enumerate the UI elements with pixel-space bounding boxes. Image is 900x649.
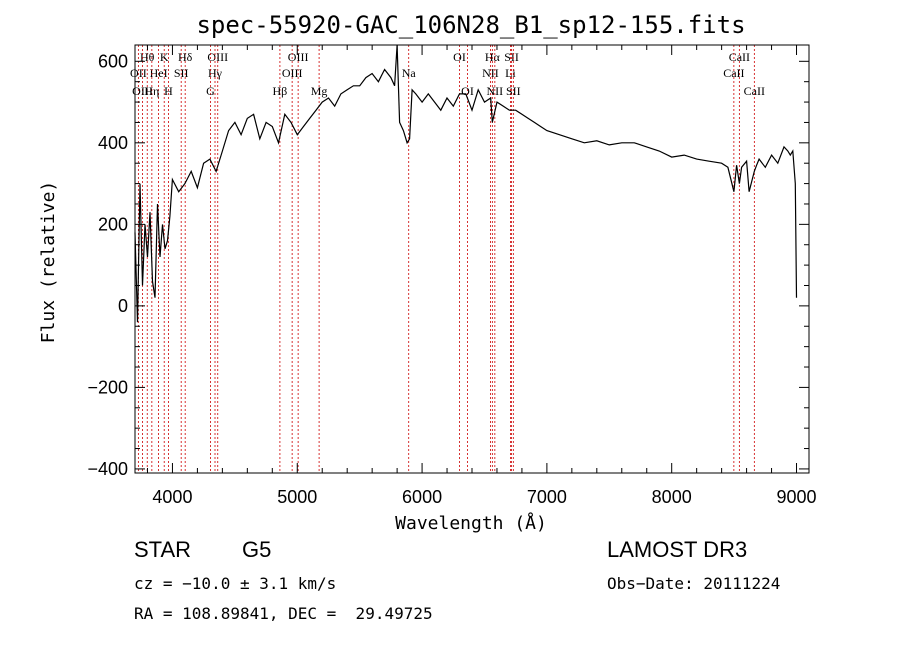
spectral-line-label: Na (402, 66, 417, 80)
spectral-line-label: CaII (729, 50, 750, 64)
spectral-line-label: NII (487, 84, 504, 98)
spectral-line-label: HeI (150, 66, 168, 80)
axis-ticks (135, 45, 809, 473)
y-tick-label: 200 (98, 214, 128, 234)
spectral-line-label: CaII (723, 66, 744, 80)
spectral-line-label: OI (453, 50, 466, 64)
spectral-line-label: OIII (132, 84, 153, 98)
x-tick-label: 9000 (776, 487, 816, 507)
x-tick-label: 7000 (527, 487, 567, 507)
spectral-line-label: H (164, 84, 173, 98)
y-tick-label: 600 (98, 51, 128, 71)
object-class: STAR (134, 537, 192, 562)
spectral-line-label: OI (461, 84, 474, 98)
sky-coordinates: RA = 108.89841, DEC = 29.49725 (134, 604, 433, 623)
spectral-line-label: SII (174, 66, 189, 80)
spectral-line-label: Hα (485, 50, 501, 64)
spectral-line-label: OIII (288, 50, 309, 64)
spectral-line-label: Hη (144, 84, 159, 98)
spectral-line-label: Hδ (178, 50, 193, 64)
spectral-line-label: CaII (744, 84, 765, 98)
spectral-line-label: NII (482, 66, 499, 80)
spectral-line-label: G (206, 84, 215, 98)
x-tick-label: 8000 (652, 487, 692, 507)
spectral-line-label: Mg (311, 84, 328, 98)
spectral-line-label: K (160, 50, 169, 64)
spectral-line-label: SII (506, 84, 521, 98)
spectrum-series-line (134, 44, 798, 323)
x-tick-label: 4000 (152, 487, 192, 507)
spectral-line-label: Hθ (140, 50, 155, 64)
spectrum-chart: spec-55920-GAC_106N28_B1_sp12-155.fits H… (38, 11, 817, 534)
y-tick-label: 0 (118, 296, 128, 316)
observation-date: Obs−Date: 20111224 (607, 574, 781, 593)
y-tick-label: −200 (87, 377, 128, 397)
spectral-line-label: OII (130, 66, 147, 80)
spectral-line-label: Hγ (208, 66, 223, 80)
x-tick-label: 6000 (402, 487, 442, 507)
y-tick-label: 400 (98, 133, 128, 153)
y-tick-label: −400 (87, 459, 128, 479)
spectral-line-label: Li (505, 66, 516, 80)
spectral-line-label: Hβ (273, 84, 288, 98)
axis-tick-labels: 4000 5000 6000 7000 8000 9000 −400 −200 0 200 400 6… (87, 51, 816, 507)
redshift-velocity: cz = −10.0 ± 3.1 km/s (134, 574, 337, 593)
y-axis-label: Flux (relative) (38, 181, 59, 344)
spectral-line-label: OIII (282, 66, 303, 80)
spectral-line-label: OIII (207, 50, 228, 64)
survey-name: LAMOST DR3 (607, 537, 748, 562)
x-tick-label: 5000 (277, 487, 317, 507)
object-subclass: G5 (242, 537, 272, 562)
spectral-line-label: SII (504, 50, 519, 64)
chart-title: spec-55920-GAC_106N28_B1_sp12-155.fits (196, 11, 745, 39)
x-axis-label: Wavelength (Å) (395, 512, 547, 534)
